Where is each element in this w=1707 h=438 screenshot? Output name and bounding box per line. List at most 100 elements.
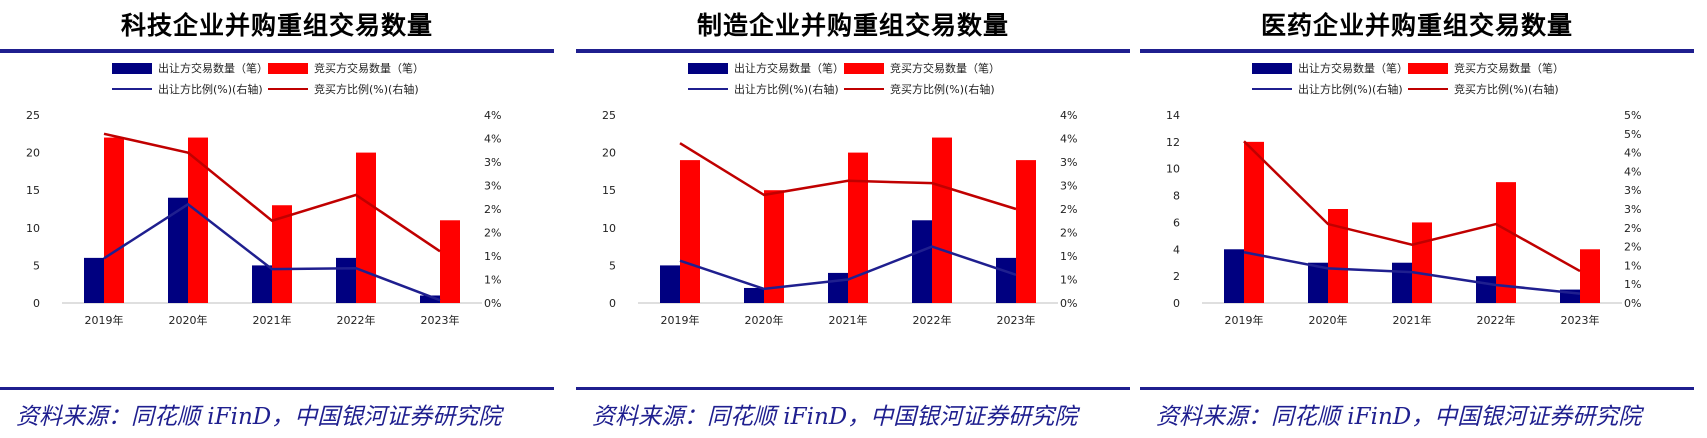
legend-label: 出让方比例(%)(右轴) <box>734 82 839 96</box>
chart-panel-1: 科技企业并购重组交易数量 出让方交易数量（笔） 竞买方交易数量（笔） 出让方比例(%… <box>0 0 554 438</box>
bar-buyer <box>1244 141 1264 303</box>
y-tick-label: 10 <box>1166 163 1180 176</box>
x-tick-label: 2019年 <box>1225 313 1264 327</box>
y-tick-label: 14 <box>1166 109 1180 122</box>
bar-seller <box>252 265 272 303</box>
y-tick-label: 5 <box>609 259 616 272</box>
legend-label: 竞买方交易数量（笔） <box>314 61 424 75</box>
chart-panel-2: 制造企业并购重组交易数量 出让方交易数量（笔） 竞买方交易数量（笔） 出让方比例(%… <box>576 0 1130 438</box>
x-tick-label: 2022年 <box>913 313 952 327</box>
y2-tick-label: 2% <box>1624 241 1641 254</box>
y2-tick-label: 0% <box>1624 297 1641 310</box>
x-tick-label: 2019年 <box>85 313 124 327</box>
legend-swatch-buyer-bar <box>844 63 884 74</box>
y-tick-label: 0 <box>1173 297 1180 310</box>
legend-label: 竞买方交易数量（笔） <box>1454 61 1564 75</box>
y2-tick-label: 4% <box>484 109 501 122</box>
line-buyer-ratio <box>679 142 1017 211</box>
bar-seller <box>1224 249 1244 303</box>
y-tick-label: 2 <box>1173 270 1180 283</box>
bar-seller <box>168 197 188 303</box>
legend-label: 出让方交易数量（笔） <box>1298 61 1408 75</box>
x-tick-label: 2023年 <box>997 313 1036 327</box>
bar-buyer <box>1580 249 1600 303</box>
legend-swatch-seller-bar <box>688 63 728 74</box>
y-tick-label: 25 <box>602 109 616 122</box>
bar-seller <box>1392 262 1412 303</box>
y-tick-label: 4 <box>1173 243 1180 256</box>
chart-panel-3: 医药企业并购重组交易数量 出让方交易数量（笔） 竞买方交易数量（笔） 出让方比例(%… <box>1140 0 1694 438</box>
x-tick-label: 2019年 <box>661 313 700 327</box>
x-tick-label: 2022年 <box>337 313 376 327</box>
y-tick-label: 0 <box>609 297 616 310</box>
legend-label: 出让方比例(%)(右轴) <box>1298 82 1403 96</box>
top-rule <box>1140 49 1694 53</box>
y2-tick-label: 4% <box>1624 147 1641 160</box>
y2-tick-label: 1% <box>1624 259 1641 272</box>
bar-seller <box>1476 276 1496 303</box>
y2-tick-label: 2% <box>484 227 501 240</box>
source-note: 资料来源：同花顺 iFinD，中国银河证券研究院 <box>592 404 1078 430</box>
x-tick-label: 2021年 <box>829 313 868 327</box>
y2-tick-label: 2% <box>1060 227 1077 240</box>
y2-tick-label: 2% <box>1624 222 1641 235</box>
legend-label: 出让方交易数量（笔） <box>734 61 844 75</box>
bar-seller <box>912 220 932 303</box>
y2-tick-label: 3% <box>484 180 501 193</box>
legend-label: 出让方比例(%)(右轴) <box>158 82 263 96</box>
line-seller-ratio <box>679 245 1017 291</box>
x-tick-label: 2023年 <box>1561 313 1600 327</box>
legend-swatch-seller-bar <box>112 63 152 74</box>
bar-buyer <box>680 160 700 303</box>
combo-chart: 出让方交易数量（笔） 竞买方交易数量（笔） 出让方比例(%)(右轴) 竞买方比例(%)… <box>26 61 501 327</box>
legend-swatch-buyer-bar <box>268 63 308 74</box>
y2-tick-label: 3% <box>1060 156 1077 169</box>
legend-swatch-buyer-bar <box>1408 63 1448 74</box>
y2-tick-label: 4% <box>1624 165 1641 178</box>
bar-buyer <box>356 152 376 303</box>
bar-buyer <box>440 220 460 303</box>
y2-tick-label: 0% <box>1060 297 1077 310</box>
legend-label: 竞买方比例(%)(右轴) <box>1454 82 1559 96</box>
panel-title: 制造企业并购重组交易数量 <box>696 11 1009 40</box>
combo-chart: 出让方交易数量（笔） 竞买方交易数量（笔） 出让方比例(%)(右轴) 竞买方比例(%)… <box>1166 61 1641 327</box>
top-rule <box>576 49 1130 53</box>
legend-label: 竞买方交易数量（笔） <box>890 61 1000 75</box>
y2-tick-label: 3% <box>1624 203 1641 216</box>
bar-buyer <box>1412 222 1432 303</box>
y2-tick-label: 4% <box>1060 109 1077 122</box>
bar-buyer <box>1496 182 1516 303</box>
bar-seller <box>1308 262 1328 303</box>
y2-tick-label: 3% <box>1060 180 1077 193</box>
x-tick-label: 2022年 <box>1477 313 1516 327</box>
y2-tick-label: 5% <box>1624 109 1641 122</box>
line-seller-ratio <box>103 202 441 302</box>
panel-title: 医药企业并购重组交易数量 <box>1260 11 1573 40</box>
bottom-rule <box>1140 387 1694 390</box>
bar-buyer <box>1016 160 1036 303</box>
y2-tick-label: 4% <box>1060 133 1077 146</box>
bar-seller <box>336 257 356 303</box>
y2-tick-label: 3% <box>484 156 501 169</box>
bar-seller <box>660 265 680 303</box>
y-tick-label: 8 <box>1173 190 1180 203</box>
y-tick-label: 10 <box>602 222 616 235</box>
bar-buyer <box>188 137 208 303</box>
bar-seller <box>420 295 440 303</box>
bar-buyer <box>1328 209 1348 303</box>
legend-label: 出让方交易数量（笔） <box>158 61 268 75</box>
bar-seller <box>828 272 848 303</box>
y2-tick-label: 1% <box>1060 250 1077 263</box>
y2-tick-label: 3% <box>1624 184 1641 197</box>
y-tick-label: 6 <box>1173 216 1180 229</box>
line-seller-ratio <box>1243 251 1581 295</box>
y-tick-label: 12 <box>1166 136 1180 149</box>
line-buyer-ratio <box>1243 140 1581 273</box>
y2-tick-label: 4% <box>484 133 501 146</box>
line-buyer-ratio <box>103 132 441 253</box>
y-tick-label: 20 <box>26 147 40 160</box>
x-tick-label: 2020年 <box>1309 313 1348 327</box>
bar-seller <box>84 257 104 303</box>
legend: 出让方交易数量（笔） 竞买方交易数量（笔） 出让方比例(%)(右轴) 竞买方比例(%)… <box>1252 61 1564 96</box>
x-tick-label: 2021年 <box>253 313 292 327</box>
